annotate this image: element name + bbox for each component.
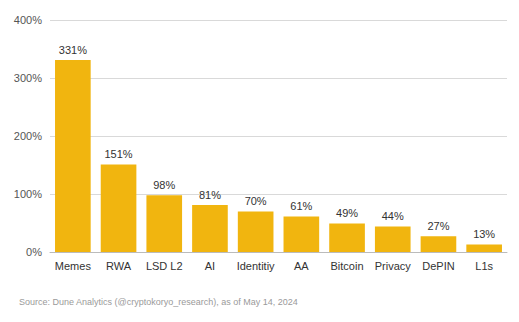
svg-text:100%: 100% — [14, 188, 42, 200]
svg-text:44%: 44% — [382, 210, 404, 222]
svg-text:81%: 81% — [199, 189, 221, 201]
svg-text:LSD L2: LSD L2 — [146, 260, 183, 272]
svg-text:Source: Dune Analytics (@crypt: Source: Dune Analytics (@cryptokoryo_res… — [19, 297, 298, 307]
svg-text:Bitcoin: Bitcoin — [331, 260, 364, 272]
svg-text:0%: 0% — [26, 246, 42, 258]
svg-text:Memes: Memes — [55, 260, 92, 272]
svg-text:61%: 61% — [290, 200, 312, 212]
svg-text:27%: 27% — [427, 220, 449, 232]
svg-text:Identitiy: Identitiy — [237, 260, 275, 272]
svg-text:13%: 13% — [473, 228, 495, 240]
svg-text:RWA: RWA — [106, 260, 132, 272]
svg-text:98%: 98% — [153, 179, 175, 191]
svg-text:L1s: L1s — [475, 260, 493, 272]
svg-text:AA: AA — [294, 260, 309, 272]
svg-text:DePIN: DePIN — [422, 260, 454, 272]
svg-text:200%: 200% — [14, 130, 42, 142]
svg-text:331%: 331% — [59, 44, 87, 56]
svg-text:AI: AI — [205, 260, 215, 272]
svg-text:151%: 151% — [104, 148, 132, 160]
svg-text:400%: 400% — [14, 14, 42, 26]
svg-text:300%: 300% — [14, 72, 42, 84]
svg-text:70%: 70% — [245, 195, 267, 207]
svg-text:Privacy: Privacy — [375, 260, 412, 272]
svg-text:49%: 49% — [336, 207, 358, 219]
